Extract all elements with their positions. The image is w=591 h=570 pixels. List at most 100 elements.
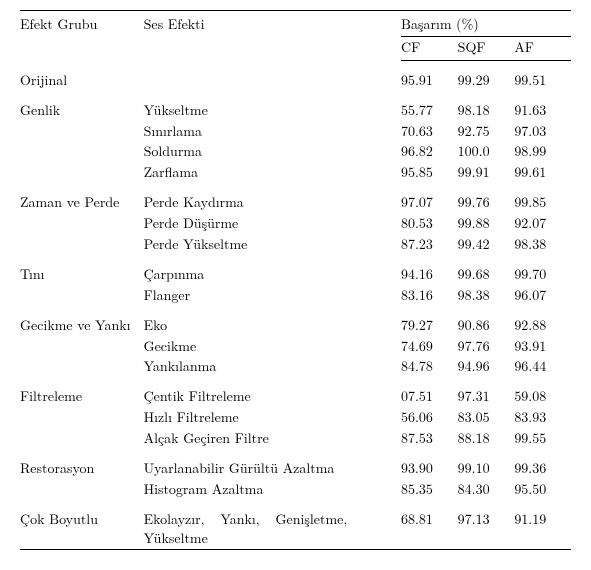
effect-cell: Ekolayzır, Yankı, Genişletme, Yükseltme — [144, 509, 401, 549]
sqf-cell: 99.68 — [458, 264, 515, 285]
table-row: FiltrelemeÇentik Filtreleme07.5197.3159.… — [20, 386, 571, 407]
sqf-cell: 97.31 — [458, 386, 515, 407]
sqf-cell: 84.30 — [458, 479, 515, 500]
cf-cell: 07.51 — [401, 386, 458, 407]
table-row: Orijinal 95.9199.2999.51 — [20, 70, 571, 91]
cf-cell: 97.07 — [401, 192, 458, 213]
effect-cell: Çarpınma — [144, 264, 401, 285]
effect-cell: Flanger — [144, 285, 401, 306]
sqf-cell: 99.91 — [458, 162, 515, 183]
group-cell: Tını — [20, 264, 144, 306]
table-row: Zaman ve PerdePerde Kaydırma97.0799.7699… — [20, 192, 571, 213]
sqf-cell: 98.38 — [458, 285, 515, 306]
af-cell: 99.85 — [514, 192, 571, 213]
af-cell: 98.99 — [514, 141, 571, 162]
effect-cell: Hızlı Filtreleme — [144, 407, 401, 428]
effect-cell: Yükseltme — [144, 100, 401, 121]
cf-cell: 85.35 — [401, 479, 458, 500]
af-cell: 99.55 — [514, 428, 571, 449]
group-cell: Zaman ve Perde — [20, 192, 144, 255]
group-cell: Restorasyon — [20, 458, 144, 500]
effect-cell: Eko — [144, 315, 401, 336]
header-af: AF — [514, 36, 571, 60]
af-cell: 97.03 — [514, 121, 571, 142]
group-cell: Filtreleme — [20, 386, 144, 449]
group-cell: Orijinal — [20, 70, 144, 91]
group-cell: Genlik — [20, 100, 144, 184]
effect-cell: Histogram Azaltma — [144, 479, 401, 500]
effect-cell — [144, 70, 401, 91]
header-sqf: SQF — [458, 36, 515, 60]
sqf-cell: 99.42 — [458, 234, 515, 255]
af-cell: 99.61 — [514, 162, 571, 183]
sqf-cell: 98.18 — [458, 100, 515, 121]
cf-cell: 80.53 — [401, 213, 458, 234]
af-cell: 98.38 — [514, 234, 571, 255]
table-row: Çok BoyutluEkolayzır, Yankı, Genişletme,… — [20, 509, 571, 549]
sqf-cell: 100.0 — [458, 141, 515, 162]
sqf-cell: 94.96 — [458, 356, 515, 377]
table-row: RestorasyonUyarlanabilir Gürültü Azaltma… — [20, 458, 571, 479]
af-cell: 93.91 — [514, 336, 571, 357]
effect-cell: Perde Düşürme — [144, 213, 401, 234]
cf-cell: 68.81 — [401, 509, 458, 549]
table-row: TınıÇarpınma94.1699.6899.70 — [20, 264, 571, 285]
af-cell: 99.51 — [514, 70, 571, 91]
af-cell: 92.88 — [514, 315, 571, 336]
cf-cell: 83.16 — [401, 285, 458, 306]
sqf-cell: 99.29 — [458, 70, 515, 91]
cf-cell: 96.82 — [401, 141, 458, 162]
af-cell: 96.07 — [514, 285, 571, 306]
header-effect: Ses Efekti — [144, 11, 401, 61]
sqf-cell: 88.18 — [458, 428, 515, 449]
af-cell: 92.07 — [514, 213, 571, 234]
cf-cell: 79.27 — [401, 315, 458, 336]
cf-cell: 70.63 — [401, 121, 458, 142]
table-body: Orijinal 95.9199.2999.51 GenlikYükseltme55… — [20, 60, 571, 549]
cf-cell: 55.77 — [401, 100, 458, 121]
af-cell: 95.50 — [514, 479, 571, 500]
sqf-cell: 99.88 — [458, 213, 515, 234]
effect-cell: Yankılanma — [144, 356, 401, 377]
sqf-cell: 99.76 — [458, 192, 515, 213]
header-cf: CF — [401, 36, 458, 60]
sqf-cell: 99.10 — [458, 458, 515, 479]
effect-cell: Sınırlama — [144, 121, 401, 142]
header-group: Efekt Grubu — [20, 11, 144, 61]
sqf-cell: 97.13 — [458, 509, 515, 549]
sqf-cell: 92.75 — [458, 121, 515, 142]
af-cell: 91.63 — [514, 100, 571, 121]
effect-cell: Uyarlanabilir Gürültü Azaltma — [144, 458, 401, 479]
sqf-cell: 90.86 — [458, 315, 515, 336]
cf-cell: 87.23 — [401, 234, 458, 255]
effect-cell: Çentik Filtreleme — [144, 386, 401, 407]
cf-cell: 74.69 — [401, 336, 458, 357]
effect-cell: Alçak Geçiren Filtre — [144, 428, 401, 449]
af-cell: 83.93 — [514, 407, 571, 428]
cf-cell: 87.53 — [401, 428, 458, 449]
cf-cell: 56.06 — [401, 407, 458, 428]
table-header: Efekt Grubu Ses Efekti Başarım (%) CF SQ… — [20, 11, 571, 61]
cf-cell: 93.90 — [401, 458, 458, 479]
cf-cell: 95.85 — [401, 162, 458, 183]
cf-cell: 95.91 — [401, 70, 458, 91]
results-table: Efekt Grubu Ses Efekti Başarım (%) CF SQ… — [20, 10, 571, 550]
header-metric: Başarım (%) — [401, 11, 571, 37]
effect-cell: Soldurma — [144, 141, 401, 162]
af-cell: 99.36 — [514, 458, 571, 479]
effect-cell: Gecikme — [144, 336, 401, 357]
table-row: GenlikYükseltme55.7798.1891.63 — [20, 100, 571, 121]
effect-cell: Perde Yükseltme — [144, 234, 401, 255]
group-cell: Gecikme ve Yankı — [20, 315, 144, 378]
af-cell: 59.08 — [514, 386, 571, 407]
table-row: Gecikme ve YankıEko79.2790.8692.88 — [20, 315, 571, 336]
cf-cell: 94.16 — [401, 264, 458, 285]
af-cell: 99.70 — [514, 264, 571, 285]
effect-cell: Perde Kaydırma — [144, 192, 401, 213]
af-cell: 96.44 — [514, 356, 571, 377]
group-cell: Çok Boyutlu — [20, 509, 144, 549]
effect-cell: Zarflama — [144, 162, 401, 183]
cf-cell: 84.78 — [401, 356, 458, 377]
sqf-cell: 83.05 — [458, 407, 515, 428]
af-cell: 91.19 — [514, 509, 571, 549]
